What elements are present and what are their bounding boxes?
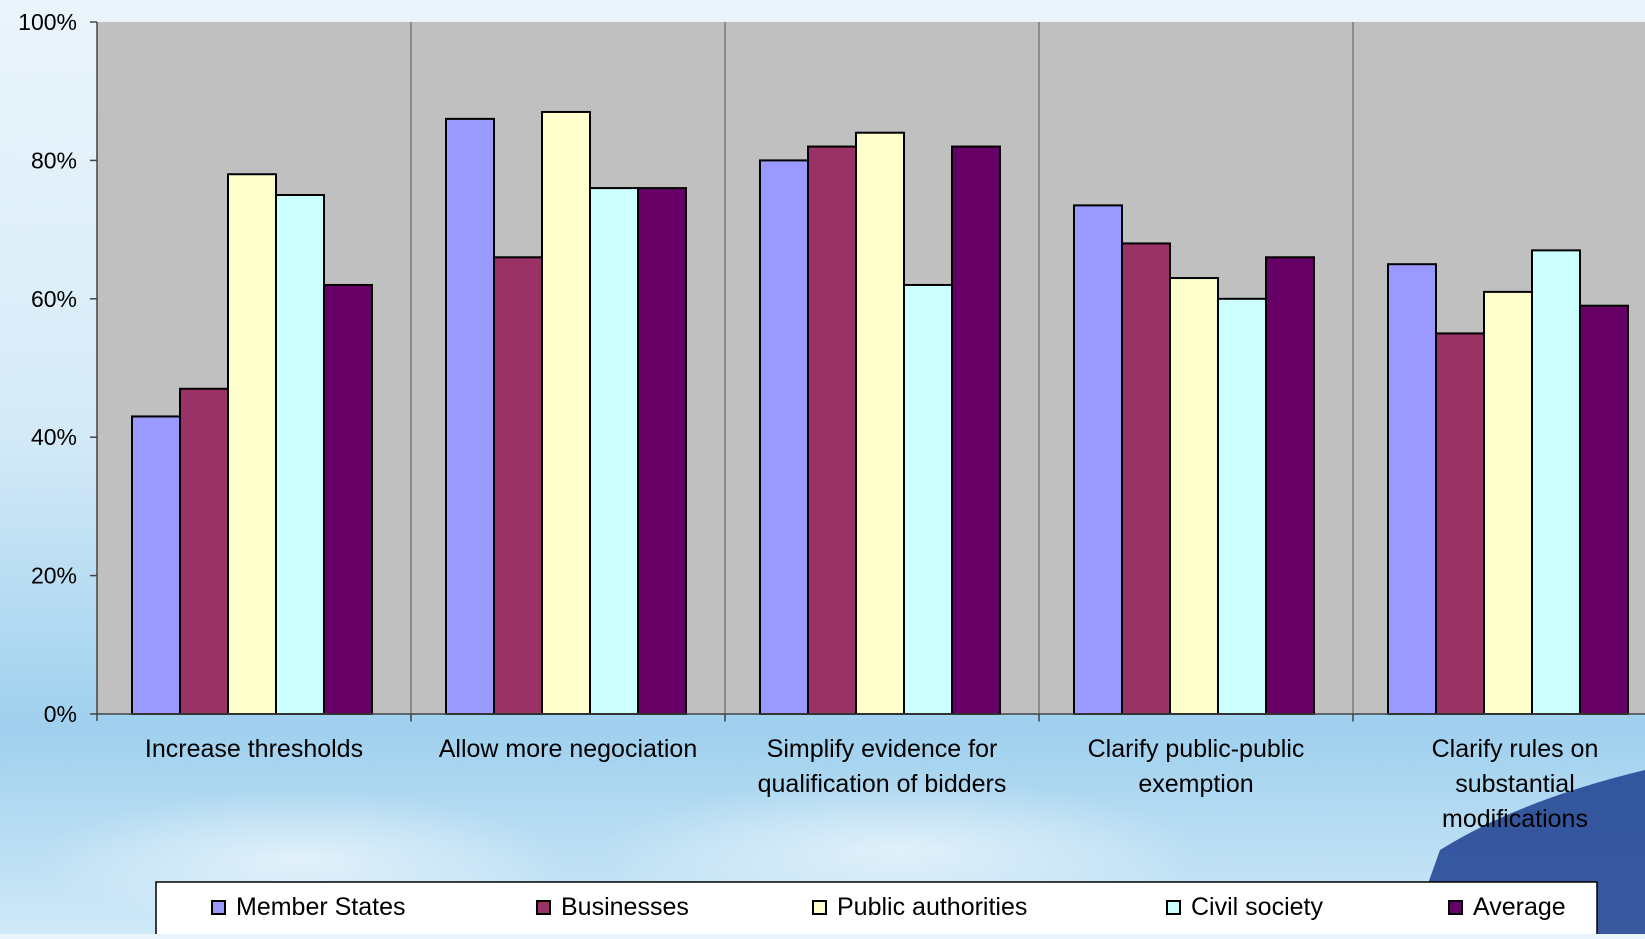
- bar-average-2: [637, 187, 687, 715]
- x-category-label: Clarify rules on: [1432, 735, 1599, 763]
- legend-swatch: [812, 900, 827, 915]
- legend-label: Businesses: [561, 893, 689, 921]
- bar-public-authorities-4: [1169, 277, 1219, 715]
- bar-member-states-5: [1387, 263, 1437, 715]
- bar-public-authorities-3: [855, 131, 905, 716]
- x-category-label: modifications: [1442, 805, 1588, 833]
- x-category-label: substantial: [1455, 770, 1575, 798]
- legend-item-civil-society: Civil society: [1166, 893, 1323, 921]
- bar-average-4: [1265, 256, 1315, 715]
- bar-businesses-3: [807, 145, 857, 715]
- bar-member-states-4: [1073, 204, 1123, 715]
- legend-label: Civil society: [1191, 893, 1323, 921]
- legend-swatch: [1166, 900, 1181, 915]
- y-tick-label: 40%: [31, 424, 77, 450]
- legend-swatch: [1448, 900, 1463, 915]
- bar-civil-society-1: [275, 194, 325, 715]
- x-category-label: Clarify public-public: [1088, 735, 1305, 763]
- legend-label: Average: [1473, 893, 1566, 921]
- bar-businesses-4: [1121, 242, 1171, 715]
- bar-businesses-1: [179, 387, 229, 715]
- bar-member-states-2: [445, 117, 495, 715]
- bar-civil-society-2: [589, 187, 639, 715]
- bar-civil-society-5: [1531, 249, 1581, 716]
- legend-label: Member States: [236, 893, 406, 921]
- bar-public-authorities-2: [541, 110, 591, 715]
- x-category-label: qualification of bidders: [758, 770, 1007, 798]
- legend-item-average: Average: [1448, 893, 1566, 921]
- legend-swatch: [536, 900, 551, 915]
- bar-average-3: [951, 145, 1001, 715]
- bar-public-authorities-1: [227, 173, 277, 716]
- bar-businesses-5: [1435, 332, 1485, 715]
- legend-swatch: [211, 900, 226, 915]
- legend-box: [155, 881, 1598, 939]
- bar-average-1: [323, 283, 373, 715]
- legend-item-businesses: Businesses: [536, 893, 689, 921]
- bar-civil-society-3: [903, 283, 953, 715]
- bar-member-states-3: [759, 159, 809, 715]
- bar-public-authorities-5: [1483, 290, 1533, 715]
- bar-average-5: [1579, 304, 1629, 715]
- x-category-label: Allow more negociation: [439, 735, 697, 763]
- y-tick-label: 20%: [31, 563, 77, 589]
- y-tick-label: 0%: [44, 701, 77, 727]
- y-tick-label: 80%: [31, 147, 77, 173]
- x-category-label: exemption: [1138, 770, 1253, 798]
- legend-item-public-authorities: Public authorities: [812, 893, 1027, 921]
- bar-businesses-2: [493, 256, 543, 715]
- x-category-label: Simplify evidence for: [767, 735, 998, 763]
- bar-civil-society-4: [1217, 297, 1267, 715]
- legend-label: Public authorities: [837, 893, 1027, 921]
- bar-member-states-1: [131, 415, 181, 715]
- x-category-label: Increase thresholds: [145, 735, 363, 763]
- legend-item-member-states: Member States: [211, 893, 406, 921]
- y-tick-label: 100%: [18, 9, 77, 35]
- y-tick-label: 60%: [31, 286, 77, 312]
